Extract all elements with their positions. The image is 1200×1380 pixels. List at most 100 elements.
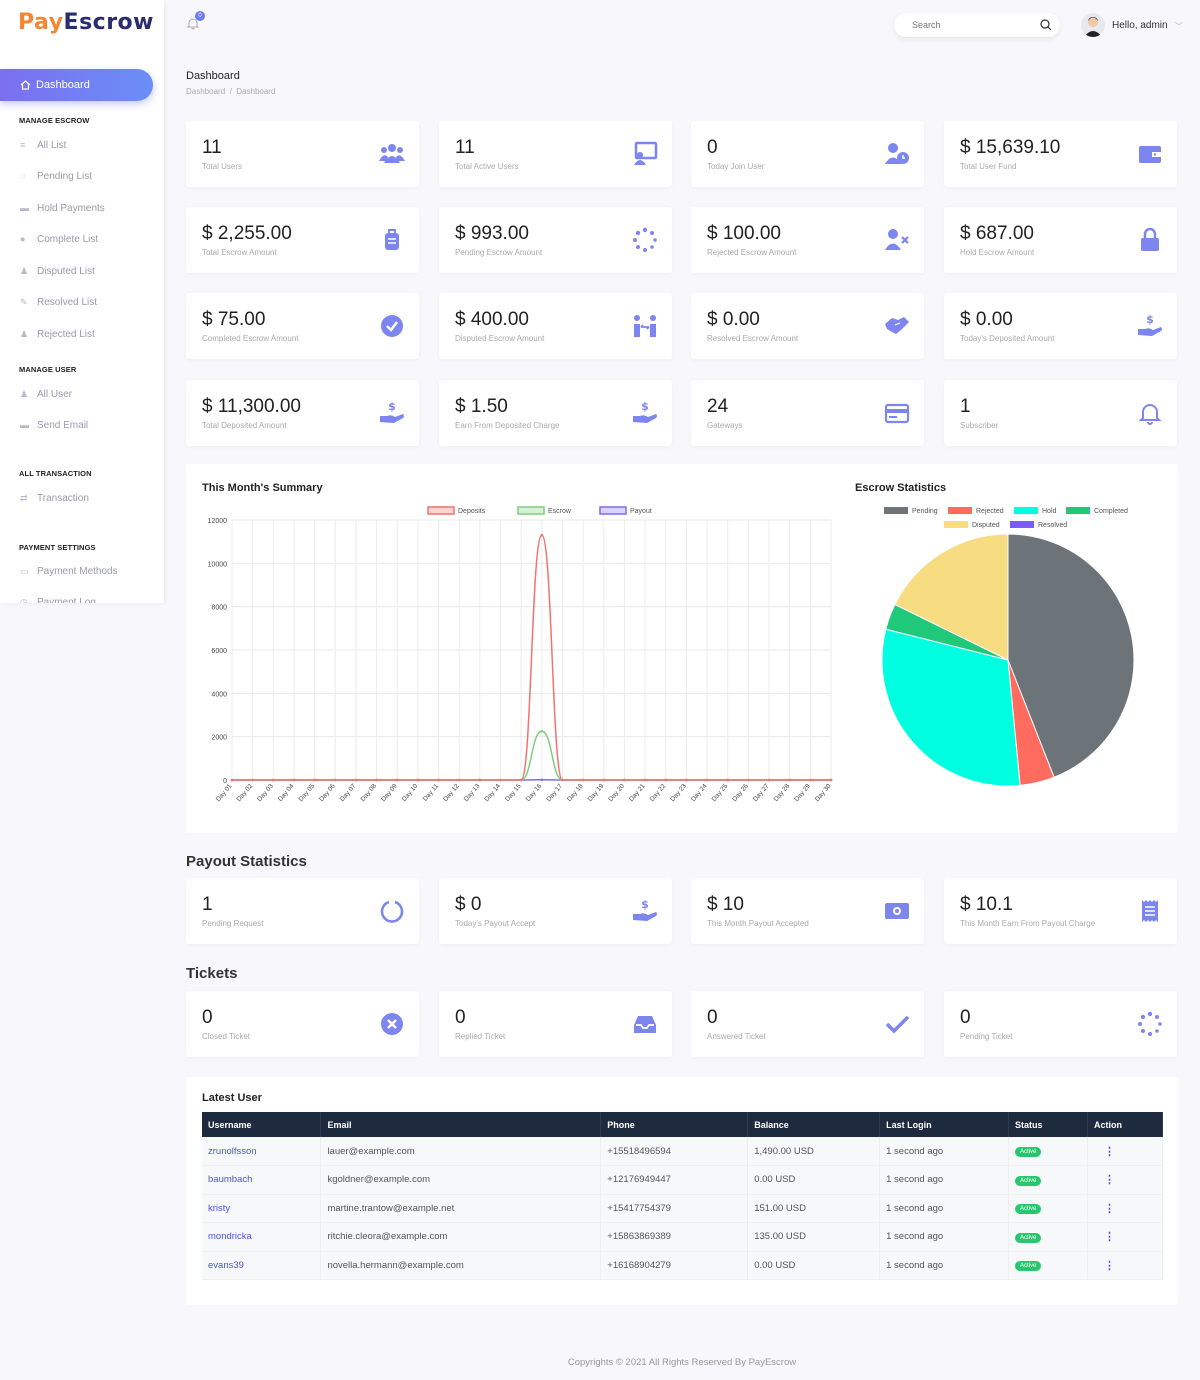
stat-card[interactable]: $ 0.00 Resolved Escrow Amount [691,293,924,359]
stat-card[interactable]: $ 2,255.00 Total Escrow Amount [186,207,419,273]
sidebar-item-all-list[interactable]: ≡ All List [20,140,66,151]
stat-card[interactable]: $ 687.00 Hold Escrow Amount [944,207,1177,273]
sidebar-item-label: All User [37,389,73,400]
stat-card[interactable]: 0 Pending Ticket [944,991,1177,1057]
escrow-pie-chart: Pending Rejected Hold Completed Disputed Reso… [881,507,1135,787]
tickets-section-title: Tickets [186,965,238,982]
sidebar-item-hold-payments[interactable]: ▬ Hold Payments [20,203,105,214]
stat-card[interactable]: $ 1.50 Earn From Deposited Charge $ [439,380,672,446]
username-link[interactable]: mondricka [202,1222,322,1252]
table-row: evans39 novella.hermann@example.com +16168… [202,1251,1164,1280]
stat-value: $ 0.00 [707,309,760,330]
x-tick-label: Day 23 [669,783,688,804]
series-line [231,730,831,781]
sidebar-item-complete-list[interactable]: ● Complete List [20,234,98,245]
status-badge: Active [1015,1147,1042,1157]
data-point [540,729,544,733]
more-vertical-icon[interactable]: ⋮ [1103,1259,1115,1272]
sidebar-item-all-user[interactable]: ♟ All User [20,389,72,400]
stat-card[interactable]: $ 0.00 Today's Deposited Amount $ [944,293,1177,359]
stat-card[interactable]: $ 100.00 Rejected Escrow Amount [691,207,924,273]
stat-card[interactable]: 1 Pending Request [186,878,419,944]
column-header[interactable]: Phone [600,1112,749,1137]
search-icon[interactable] [1040,19,1052,31]
lock-icon [1141,227,1159,251]
sidebar-item-payment-log[interactable]: ◷ Payment Log [20,597,96,603]
stat-card[interactable]: 0 Closed Ticket [186,991,419,1057]
sidebar-item-rejected-list[interactable]: ♟ Rejected List [20,329,95,340]
more-vertical-icon[interactable]: ⋮ [1103,1174,1115,1187]
x-tick-label: Day 04 [277,783,296,804]
stat-label: This Month Payout Accepted [707,919,809,928]
data-point [230,778,234,782]
table-cell: kgoldner@example.com [320,1165,602,1195]
stat-card[interactable]: 24 Gateways [691,380,924,446]
username-link[interactable]: baumbach [202,1165,322,1195]
stat-card[interactable]: $ 10.1 This Month Earn From Payout Charge [944,878,1177,944]
sidebar-item-resolved-list[interactable]: ✎ Resolved List [20,297,97,308]
svg-text:$: $ [641,400,649,413]
sidebar-item-send-email[interactable]: ▬ Send Email [20,420,88,431]
y-tick-label: 8000 [211,605,227,612]
stat-card[interactable]: $ 993.00 Pending Escrow Amount [439,207,672,273]
times-circle-icon [381,1013,403,1035]
stat-card[interactable]: $ 10 This Month Payout Accepted [691,878,924,944]
stat-card[interactable]: $ 75.00 Completed Escrow Amount [186,293,419,359]
stat-label: Gateways [707,421,743,430]
action-cell: ⋮ [1087,1194,1164,1223]
username-link[interactable]: evans39 [202,1251,322,1280]
stat-label: Rejected Escrow Amount [707,248,797,257]
data-point [788,778,791,782]
sidebar-item-pending-list[interactable]: ◌ Pending List [20,171,92,182]
stat-card[interactable]: 11 Total Users [186,121,419,187]
avatar[interactable] [1081,13,1105,37]
search-input[interactable] [894,13,1060,37]
sidebar-item-payment-methods[interactable]: ▭ Payment Methods [20,566,118,577]
column-header[interactable]: Last Login [879,1112,1010,1137]
sidebar-item-dashboard[interactable]: Dashboard [0,69,153,101]
more-vertical-icon[interactable]: ⋮ [1103,1202,1115,1215]
stat-icon-wrap [379,899,405,923]
user-greeting[interactable]: Hello, admin [1112,20,1168,31]
stat-card[interactable]: 0 Answered Ticket [691,991,924,1057]
stat-icon-wrap [632,141,658,166]
username-link[interactable]: zrunolfsson [202,1137,322,1166]
stat-card[interactable]: $ 11,300.00 Total Deposited Amount $ [186,380,419,446]
stat-card[interactable]: 0 Today Join User [691,121,924,187]
table-cell: +12176949447 [600,1165,749,1195]
more-vertical-icon[interactable]: ⋮ [1103,1231,1115,1244]
stat-card[interactable]: 0 Replied Ticket [439,991,672,1057]
hand-dollar-icon: $ [633,400,657,423]
x-tick-label: Day 07 [339,783,358,804]
sidebar-item-label: Send Email [37,420,89,431]
column-header[interactable]: Username [202,1112,322,1137]
spinner-icon [1138,1011,1162,1036]
column-header[interactable]: Balance [747,1112,881,1137]
notification-bell-icon[interactable] [187,17,199,30]
column-header[interactable]: Action [1087,1112,1164,1137]
username-link[interactable]: kristy [202,1194,322,1223]
sidebar-item-transaction[interactable]: ⇄ Transaction [20,493,89,504]
breadcrumb-item[interactable]: Dashboard [186,87,226,96]
pie-slice-disputed [894,533,1009,661]
notification-count: 0 [195,11,205,21]
money-bill-icon [885,903,909,919]
stat-card[interactable]: $ 0 Today's Payout Accept $ [439,878,672,944]
stat-label: This Month Earn From Payout Charge [960,919,1096,928]
data-point [540,533,544,537]
column-header[interactable]: Status [1008,1112,1088,1137]
x-tick-label: Day 03 [256,783,275,804]
stat-card[interactable]: 11 Total Active Users [439,121,672,187]
chevron-down-icon[interactable]: ﹀ [1175,22,1183,31]
more-vertical-icon[interactable]: ⋮ [1103,1145,1115,1158]
sidebar-item-disputed-list[interactable]: ♟ Disputed List [20,266,95,277]
stat-label: Closed Ticket [202,1032,251,1041]
people-arrows-icon [634,315,656,337]
stat-card[interactable]: 1 Subscriber [944,380,1177,446]
menu-item-icon: ♟ [20,329,29,339]
stat-card[interactable]: $ 400.00 Disputed Escrow Amount [439,293,672,359]
column-header[interactable]: Email [320,1112,602,1137]
stat-card[interactable]: $ 15,639.10 Total User Fund [944,121,1177,187]
brand-logo[interactable]: PayEscrow [18,10,154,35]
table-cell: +16168904279 [600,1251,749,1280]
